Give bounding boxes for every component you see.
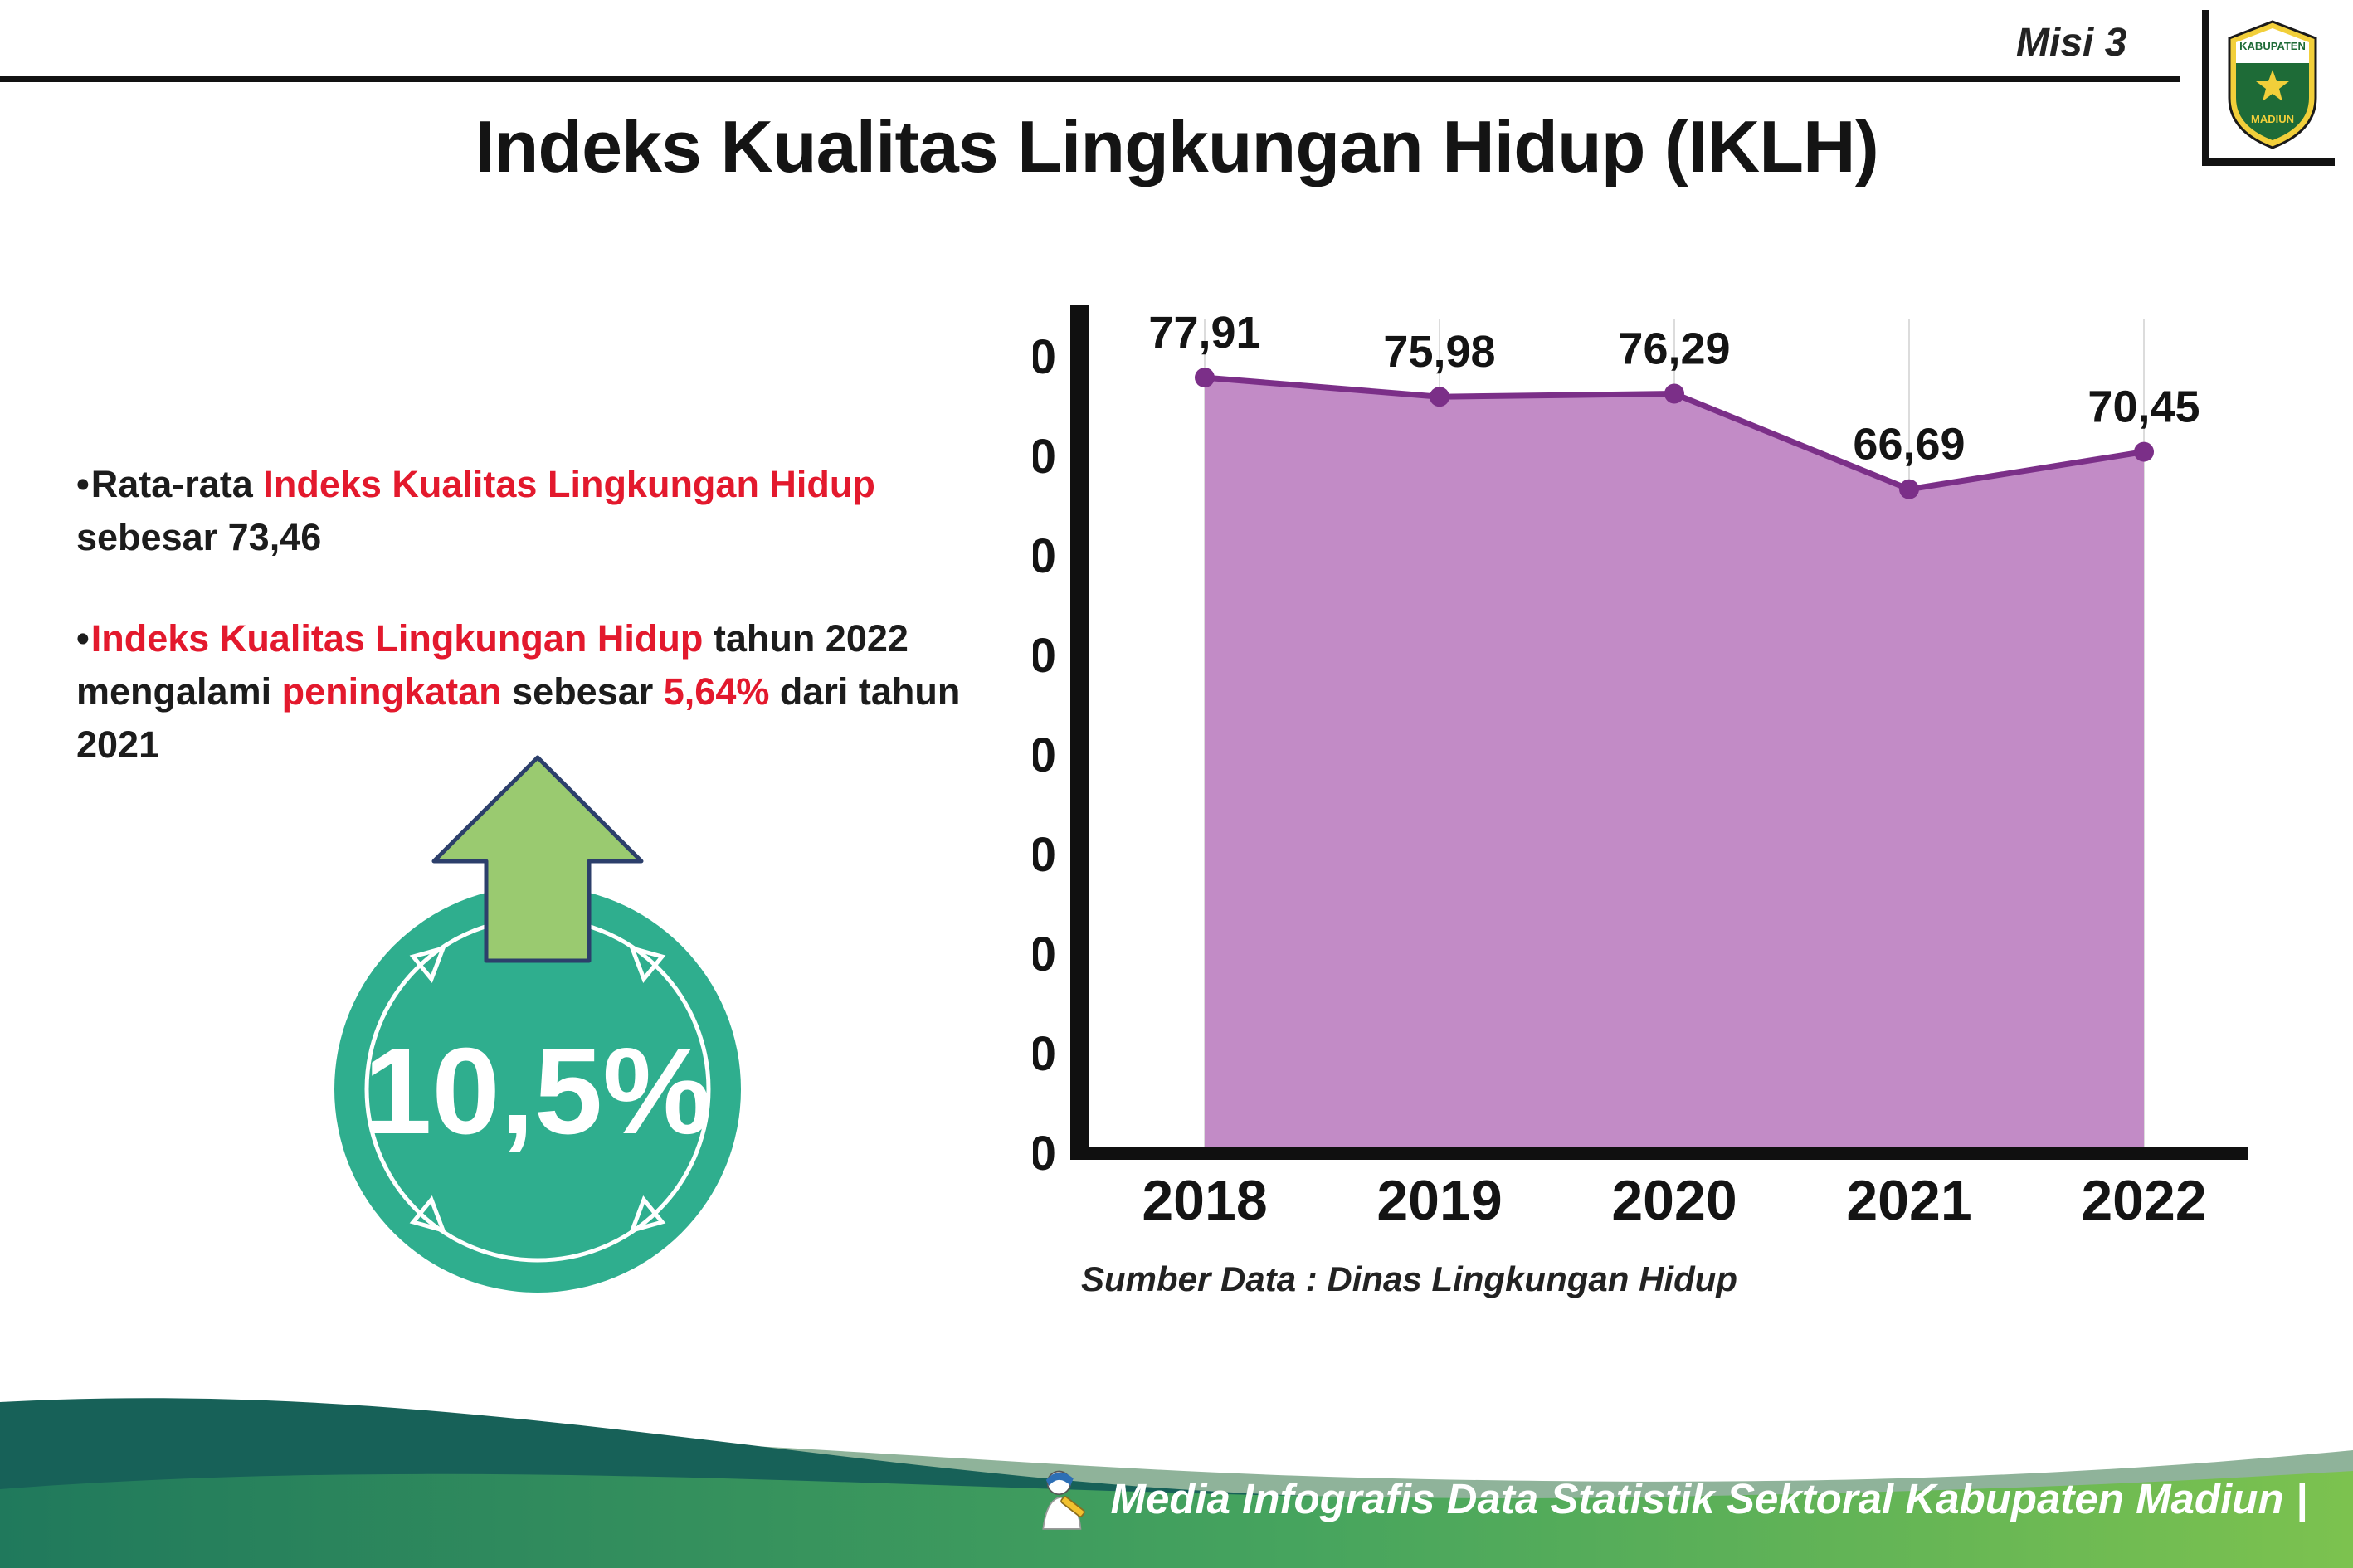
bullet2-text2: sebesar (501, 670, 664, 713)
x-axis-bar (1070, 1147, 2248, 1160)
y-tick-50: 50 (1033, 629, 1056, 683)
bullet-increase-2022: •Indeks Kualitas Lingkungan Hidup tahun … (76, 612, 964, 772)
page-title: Indeks Kualitas Lingkungan Hidup (IKLH) (475, 105, 1879, 187)
value-label-2022: 70,45 (2087, 382, 2200, 432)
value-label-2018: 77,91 (1148, 308, 1260, 358)
ring-triangle-se (628, 1195, 666, 1234)
x-tick-2021: 2021 (1846, 1169, 1971, 1232)
x-tick-2022: 2022 (2081, 1169, 2206, 1232)
badge-value: 10,5% (363, 1023, 712, 1160)
key-points: •Rata-rata Indeks Kualitas Lingkungan Hi… (76, 458, 964, 771)
mascot-icon (1042, 1470, 1086, 1530)
value-label-2019: 75,98 (1383, 327, 1495, 377)
misi-label: Misi 3 (2016, 21, 2127, 65)
logo-line1: KABUPATEN (2239, 40, 2306, 52)
bullet1-text2: sebesar 73,46 (76, 515, 322, 558)
footer-credit: Media Infografis Data Statistik Sektoral… (1029, 1463, 2307, 1533)
x-tick-2019: 2019 (1376, 1169, 1502, 1232)
bullet2-highlight2: peningkatan (281, 670, 502, 713)
bullet-marker: • (76, 463, 90, 505)
bullet2-highlight3: 5,64% (663, 670, 770, 713)
y-tick-10: 10 (1033, 1027, 1056, 1081)
bullet-average-iklh: •Rata-rata Indeks Kualitas Lingkungan Hi… (76, 458, 964, 564)
bullet1-text: Rata-rata (90, 463, 264, 505)
footer-waves (0, 1398, 2353, 1568)
y-tick-60: 60 (1033, 529, 1056, 583)
y-tick-40: 40 (1033, 728, 1056, 782)
data-point-2021 (1899, 479, 1919, 499)
footer-wave-gradient (0, 1471, 2353, 1568)
data-point-2019 (1430, 387, 1449, 407)
y-axis-bar (1070, 305, 1089, 1160)
bullet-marker: • (76, 616, 90, 660)
bullet2-highlight1: Indeks Kualitas Lingkungan Hidup (90, 616, 704, 660)
bullet2-text3: dari tahun 2021 (76, 670, 961, 766)
bullet2-text1: tahun 2022 mengalami (76, 616, 909, 713)
ring-triangle-ne (628, 945, 666, 983)
kabupaten-madiun-logo: KABUPATEN MADIUN (2202, 10, 2335, 166)
footer-text: Media Infografis Data Statistik Sektoral… (1110, 1474, 2307, 1522)
y-tick-0: 0 (1033, 1127, 1056, 1181)
data-point-2018 (1195, 368, 1215, 388)
header-rule (0, 76, 2180, 82)
bullet1-highlight: Indeks Kualitas Lingkungan Hidup (263, 463, 875, 505)
iklh-area-chart: 77,91 75,98 76,29 66,69 70,45 0 10 20 30 40 50 60 70… (1033, 274, 2286, 1344)
data-point-2022 (2134, 441, 2154, 462)
ring-triangle-sw (409, 1195, 447, 1234)
chart-canvas: 77,91 75,98 76,29 66,69 70,45 0 10 20 30 40 50 60 70… (1033, 305, 2248, 1232)
x-tick-2018: 2018 (1142, 1169, 1267, 1232)
value-label-2020: 76,29 (1618, 324, 1730, 374)
data-point-2020 (1664, 383, 1684, 404)
value-label-2021: 66,69 (1853, 420, 1965, 470)
badge-circle (334, 886, 741, 1293)
area-fill (1205, 377, 2144, 1147)
crest-icon: KABUPATEN MADIUN (2228, 19, 2316, 149)
y-tick-20: 20 (1033, 928, 1056, 981)
y-tick-80: 80 (1033, 330, 1056, 384)
data-source-caption: Sumber Data : Dinas Lingkungan Hidup (1081, 1259, 1738, 1298)
x-tick-2020: 2020 (1611, 1169, 1737, 1232)
increase-badge: 10,5% (334, 755, 741, 1293)
logo-line2: MADIUN (2251, 113, 2294, 125)
ring-triangle-nw (409, 945, 447, 983)
up-arrow-icon (431, 755, 644, 963)
y-tick-30: 30 (1033, 828, 1056, 882)
y-tick-70: 70 (1033, 430, 1056, 484)
